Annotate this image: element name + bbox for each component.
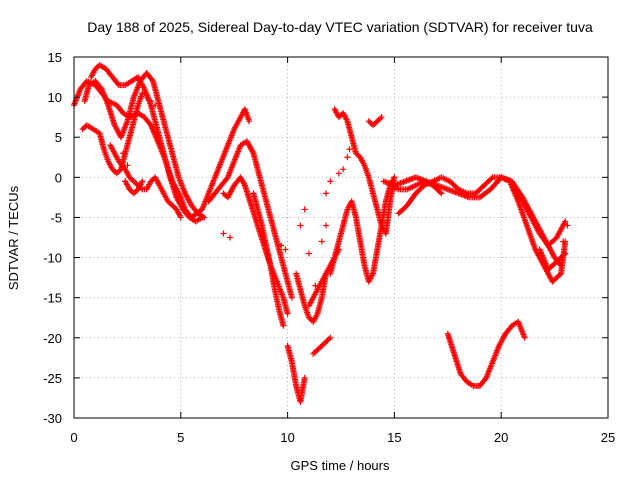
y-tick-label: -30 — [43, 411, 62, 426]
x-tick-label: 25 — [601, 430, 615, 445]
data-point — [561, 251, 568, 258]
x-tick-label: 0 — [70, 430, 77, 445]
x-axis-label: GPS time / hours — [291, 458, 390, 473]
y-tick-label: -25 — [43, 371, 62, 386]
isolated-point — [323, 222, 330, 229]
isolated-point — [226, 234, 233, 241]
isolated-point — [327, 178, 334, 185]
isolated-points — [120, 94, 571, 289]
series-trace-4 — [79, 90, 146, 177]
data-point — [246, 118, 253, 125]
data-point — [280, 322, 287, 329]
y-tick-label: -10 — [43, 251, 62, 266]
isolated-point — [282, 246, 289, 253]
isolated-point — [560, 238, 567, 245]
data-point — [562, 218, 569, 225]
series-trace-22 — [511, 186, 569, 249]
isolated-point — [120, 150, 127, 157]
data-point — [139, 90, 146, 97]
data-point — [437, 189, 444, 196]
isolated-point — [143, 94, 150, 101]
data-point — [301, 374, 308, 381]
isolated-point — [220, 230, 227, 237]
data-point — [284, 310, 291, 317]
data-point — [488, 175, 495, 182]
series-trace-21 — [444, 318, 528, 389]
y-tick-label: 10 — [48, 90, 62, 105]
data-point — [521, 334, 528, 341]
x-tick-label: 15 — [387, 430, 401, 445]
data-point — [327, 334, 334, 341]
series-trace-12 — [293, 270, 330, 325]
isolated-point — [312, 282, 319, 289]
y-tick-label: 5 — [55, 130, 62, 145]
isolated-point — [122, 178, 129, 185]
series-trace-13 — [310, 334, 334, 357]
data-point — [391, 174, 398, 181]
isolated-point — [297, 222, 304, 229]
isolated-point — [335, 170, 342, 177]
series-trace-20 — [387, 178, 445, 197]
y-tick-label: 0 — [55, 170, 62, 185]
x-tick-label: 5 — [177, 430, 184, 445]
series-trace-2 — [88, 62, 206, 225]
data-point — [139, 178, 146, 185]
isolated-point — [344, 154, 351, 161]
data-point — [562, 250, 569, 257]
x-tick-label: 10 — [280, 430, 294, 445]
isolated-point — [340, 166, 347, 173]
isolated-point — [318, 238, 325, 245]
data-point — [114, 80, 121, 87]
series-trace-11 — [284, 342, 308, 405]
y-tick-label: -20 — [43, 331, 62, 346]
tick-labels: 0 5 10 15 20 25 15 10 5 0 -5 -10 -15 -20 -25 -30 — [43, 50, 615, 445]
isolated-point — [278, 242, 285, 249]
series-trace-19 — [395, 174, 569, 285]
isolated-point — [305, 250, 312, 257]
series-trace-23 — [536, 246, 569, 273]
data-point — [378, 114, 385, 121]
isolated-point — [152, 102, 159, 109]
isolated-point — [564, 222, 571, 229]
series-trace-17 — [365, 114, 385, 129]
plot-frame — [73, 56, 609, 419]
isolated-point — [323, 190, 330, 197]
series-trace-7 — [188, 106, 253, 221]
series-trace-3 — [81, 70, 208, 221]
y-tick-label: -15 — [43, 291, 62, 306]
isolated-point — [147, 98, 154, 105]
isolated-point — [124, 162, 131, 169]
x-tick-label: 20 — [494, 430, 508, 445]
data-point — [201, 214, 208, 221]
data-point — [177, 214, 184, 221]
y-axis-label: SDTVAR / TECUs — [6, 185, 21, 290]
isolated-point — [346, 146, 353, 153]
series-trace-16 — [331, 106, 398, 237]
series-trace-9 — [205, 138, 295, 301]
chart-title: Day 188 of 2025, Sidereal Day-to-day VTE… — [87, 19, 593, 35]
y-tick-label: 15 — [48, 50, 62, 65]
data-point — [438, 190, 445, 197]
grid-lines — [74, 57, 608, 418]
isolated-point — [301, 206, 308, 213]
data-point — [288, 294, 295, 301]
series-trace-10 — [250, 190, 287, 329]
y-tick-label: -5 — [50, 210, 62, 225]
data-marks — [71, 62, 571, 405]
